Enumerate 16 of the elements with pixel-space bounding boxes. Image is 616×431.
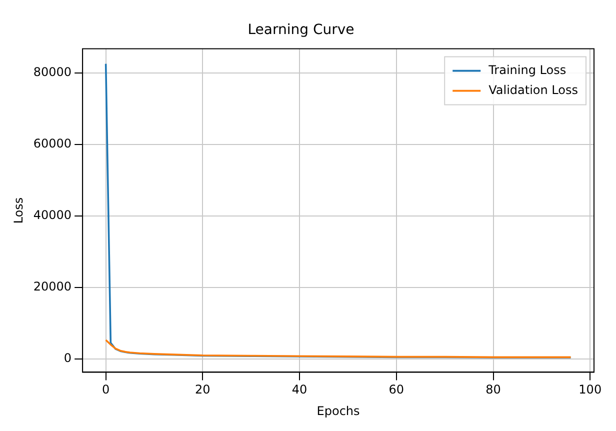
legend-label: Training Loss	[488, 62, 566, 77]
x-axis-title: Epochs	[316, 404, 360, 418]
chart-title: Learning Curve	[248, 22, 354, 38]
y-tick-label: 20000	[33, 280, 72, 294]
y-tick-label: 80000	[33, 64, 72, 79]
x-tick-label: 40	[292, 382, 308, 397]
y-axis-title: Loss	[11, 197, 26, 224]
legend-label: Validation Loss	[488, 82, 578, 97]
y-tick-label: 40000	[33, 208, 72, 222]
y-tick-label: 60000	[33, 136, 72, 150]
x-tick-label: 60	[388, 382, 404, 397]
x-tick-label: 20	[195, 382, 210, 397]
x-tick-label: 0	[102, 382, 110, 397]
x-tick-label: 80	[486, 382, 501, 397]
y-tick-label: 0	[64, 351, 72, 366]
x-tick-label: 100	[578, 382, 602, 397]
